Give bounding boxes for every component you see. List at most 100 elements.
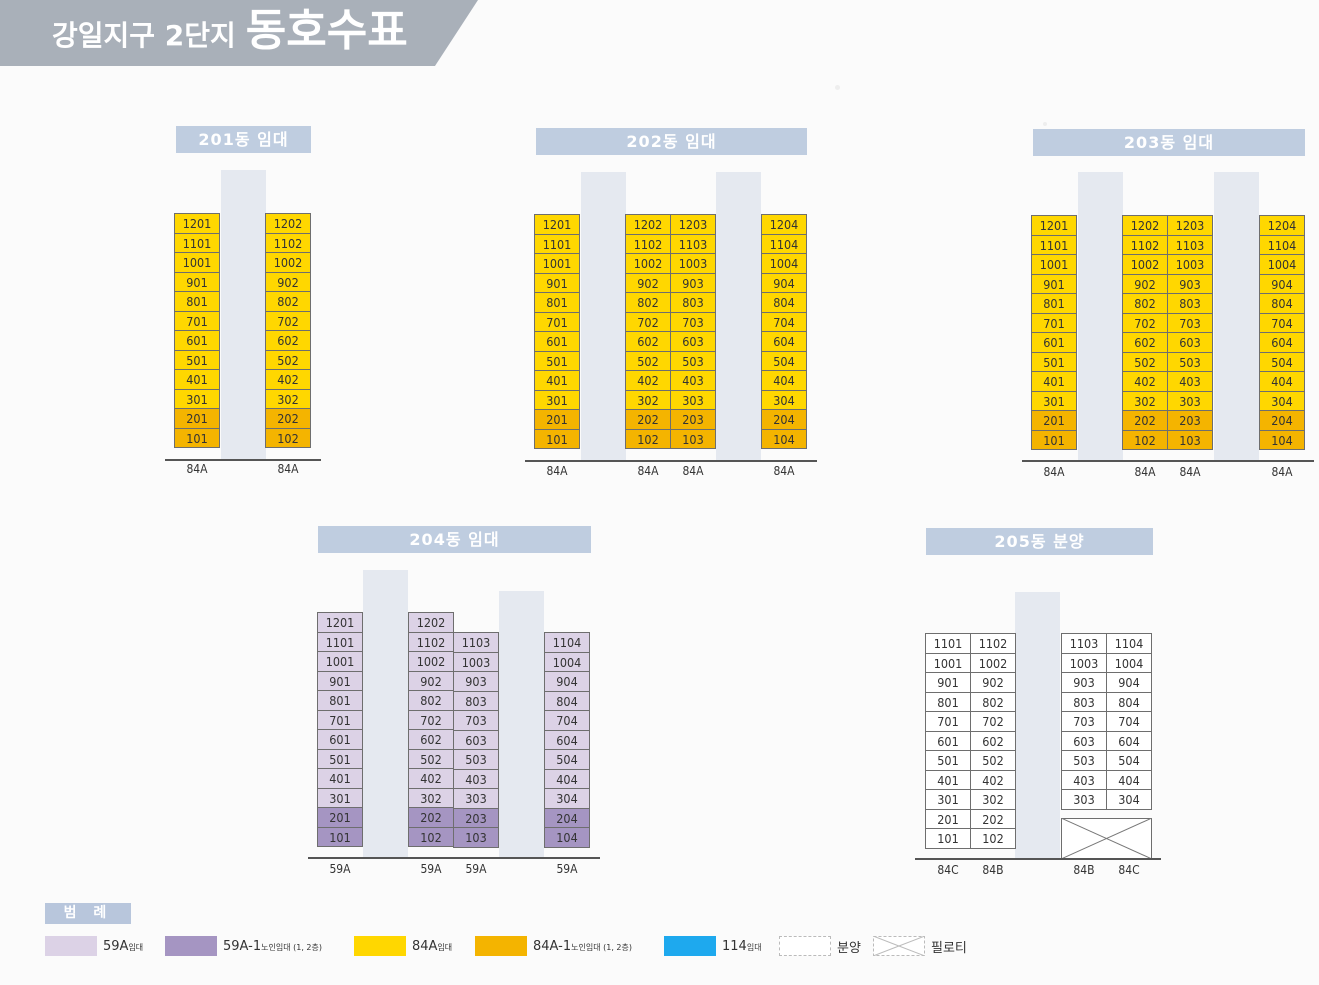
unit-cell: 1101 [174, 232, 220, 253]
unit-cell: 502 [408, 748, 454, 769]
legend-title: 범 례 [45, 903, 131, 924]
unit-cell: 302 [408, 787, 454, 808]
unit-cell: 1104 [1259, 234, 1305, 255]
unit-cell: 701 [317, 709, 363, 730]
unit-type-label: 84A [1179, 465, 1201, 479]
unit-cell: 402 [1122, 371, 1168, 392]
legend-sublabel: 노인임대 (1, 2층) [261, 942, 322, 952]
page-title-complex: 강일지구 2단지 [52, 19, 236, 52]
building-205-line-1: 1101 1001 901 801 701 601 501 401 301 20… [925, 633, 971, 849]
unit-cell: 602 [265, 330, 311, 351]
unit-cell: 1002 [970, 652, 1016, 673]
unit-cell: 302 [625, 389, 671, 410]
building-203-line-4: 1204 1104 1004 904 804 704 604 504 404 3… [1259, 215, 1305, 450]
unit-type-label: 84A [682, 464, 704, 478]
unit-cell: 402 [970, 769, 1016, 790]
building-203-line-1: 1201 1101 1001 901 801 701 601 501 401 3… [1031, 215, 1077, 450]
unit-cell: 1004 [544, 651, 590, 672]
unit-cell: 1103 [670, 233, 716, 254]
unit-cell: 201 [925, 808, 971, 829]
unit-cell: 102 [1122, 429, 1168, 450]
legend-swatch [779, 936, 831, 956]
unit-cell: 804 [544, 690, 590, 711]
unit-cell: 1104 [761, 233, 807, 254]
unit-cell: 702 [1122, 312, 1168, 333]
unit-cell: 1202 [625, 214, 671, 235]
unit-cell: 1201 [1031, 215, 1077, 236]
unit-cell: 401 [317, 768, 363, 789]
unit-cell: 1002 [625, 253, 671, 274]
unit-cell: 402 [265, 369, 311, 390]
unit-cell: 701 [174, 310, 220, 331]
legend-swatch [45, 936, 97, 956]
unit-cell: 702 [625, 311, 671, 332]
unit-cell: 404 [1259, 371, 1305, 392]
unit-cell: 803 [1167, 293, 1213, 314]
unit-cell: 1102 [625, 233, 671, 254]
unit-cell: 1002 [1122, 254, 1168, 275]
unit-cell: 901 [174, 271, 220, 292]
unit-cell: 502 [265, 349, 311, 370]
legend-swatch [354, 936, 406, 956]
unit-cell: 1202 [265, 213, 311, 234]
legend-item-114: 114임대 [664, 935, 762, 957]
unit-cell: 504 [1106, 750, 1152, 771]
unit-cell: 603 [1167, 332, 1213, 353]
unit-cell: 402 [625, 370, 671, 391]
building-201-tag: 201동 임대 [176, 126, 311, 153]
unit-cell: 204 [544, 807, 590, 828]
unit-cell: 301 [317, 787, 363, 808]
unit-cell: 602 [1122, 332, 1168, 353]
page-title-main: 동호수표 [245, 5, 408, 56]
unit-cell: 401 [925, 769, 971, 790]
building-204-line-1: 1201 1101 1001 901 801 701 601 501 401 3… [317, 612, 363, 847]
building-204-core-left [363, 570, 408, 858]
unit-cell: 104 [1259, 429, 1305, 450]
building-204-line-3: 1103 1003 903 803 703 603 503 403 303 20… [453, 632, 499, 848]
building-205-tag: 205동 분양 [926, 528, 1153, 555]
unit-cell: 803 [670, 292, 716, 313]
legend-label: 59A [103, 938, 129, 954]
building-201-line-1: 1201 1101 1001 901 801 701 601 501 401 3… [174, 213, 220, 448]
unit-cell: 1001 [534, 253, 580, 274]
unit-cell: 201 [534, 409, 580, 430]
unit-cell: 803 [1061, 691, 1107, 712]
unit-cell: 902 [1122, 273, 1168, 294]
pilotis-block [1061, 818, 1152, 859]
unit-cell: 1102 [970, 633, 1016, 654]
building-204-line-4: 1104 1004 904 804 704 604 504 404 304 20… [544, 632, 590, 848]
unit-cell: 501 [1031, 351, 1077, 372]
unit-cell: 103 [453, 827, 499, 848]
legend-label: 114 [722, 938, 747, 954]
unit-cell: 303 [1167, 390, 1213, 411]
unit-cell: 902 [265, 271, 311, 292]
paper-stain [835, 85, 840, 90]
building-201-line-2: 1202 1102 1002 902 802 702 602 502 402 3… [265, 213, 311, 448]
unit-cell: 904 [1259, 273, 1305, 294]
legend-item-84a: 84A임대 [354, 935, 452, 957]
unit-cell: 103 [1167, 429, 1213, 450]
building-202-tag: 202동 임대 [536, 128, 807, 155]
unit-type-label: 84A [546, 464, 568, 478]
unit-cell: 501 [317, 748, 363, 769]
unit-cell: 1101 [317, 631, 363, 652]
unit-cell: 1004 [1259, 254, 1305, 275]
unit-type-label: 84A [186, 462, 208, 476]
legend-item-sale: 분양 [779, 935, 861, 957]
unit-cell: 202 [1122, 410, 1168, 431]
unit-cell: 604 [761, 331, 807, 352]
unit-cell: 103 [670, 428, 716, 449]
unit-cell: 503 [1061, 750, 1107, 771]
unit-cell: 804 [1259, 293, 1305, 314]
unit-cell: 1101 [1031, 234, 1077, 255]
unit-cell: 601 [534, 331, 580, 352]
unit-type-label: 84A [1134, 465, 1156, 479]
unit-cell: 502 [970, 750, 1016, 771]
building-204-line-2: 1202 1102 1002 902 802 702 602 502 402 3… [408, 612, 454, 847]
unit-cell: 301 [1031, 390, 1077, 411]
unit-cell: 702 [265, 310, 311, 331]
unit-cell: 801 [317, 690, 363, 711]
unit-type-label: 84B [982, 863, 1004, 877]
building-203-tag: 203동 임대 [1033, 129, 1305, 156]
building-202-core-right [716, 172, 761, 460]
